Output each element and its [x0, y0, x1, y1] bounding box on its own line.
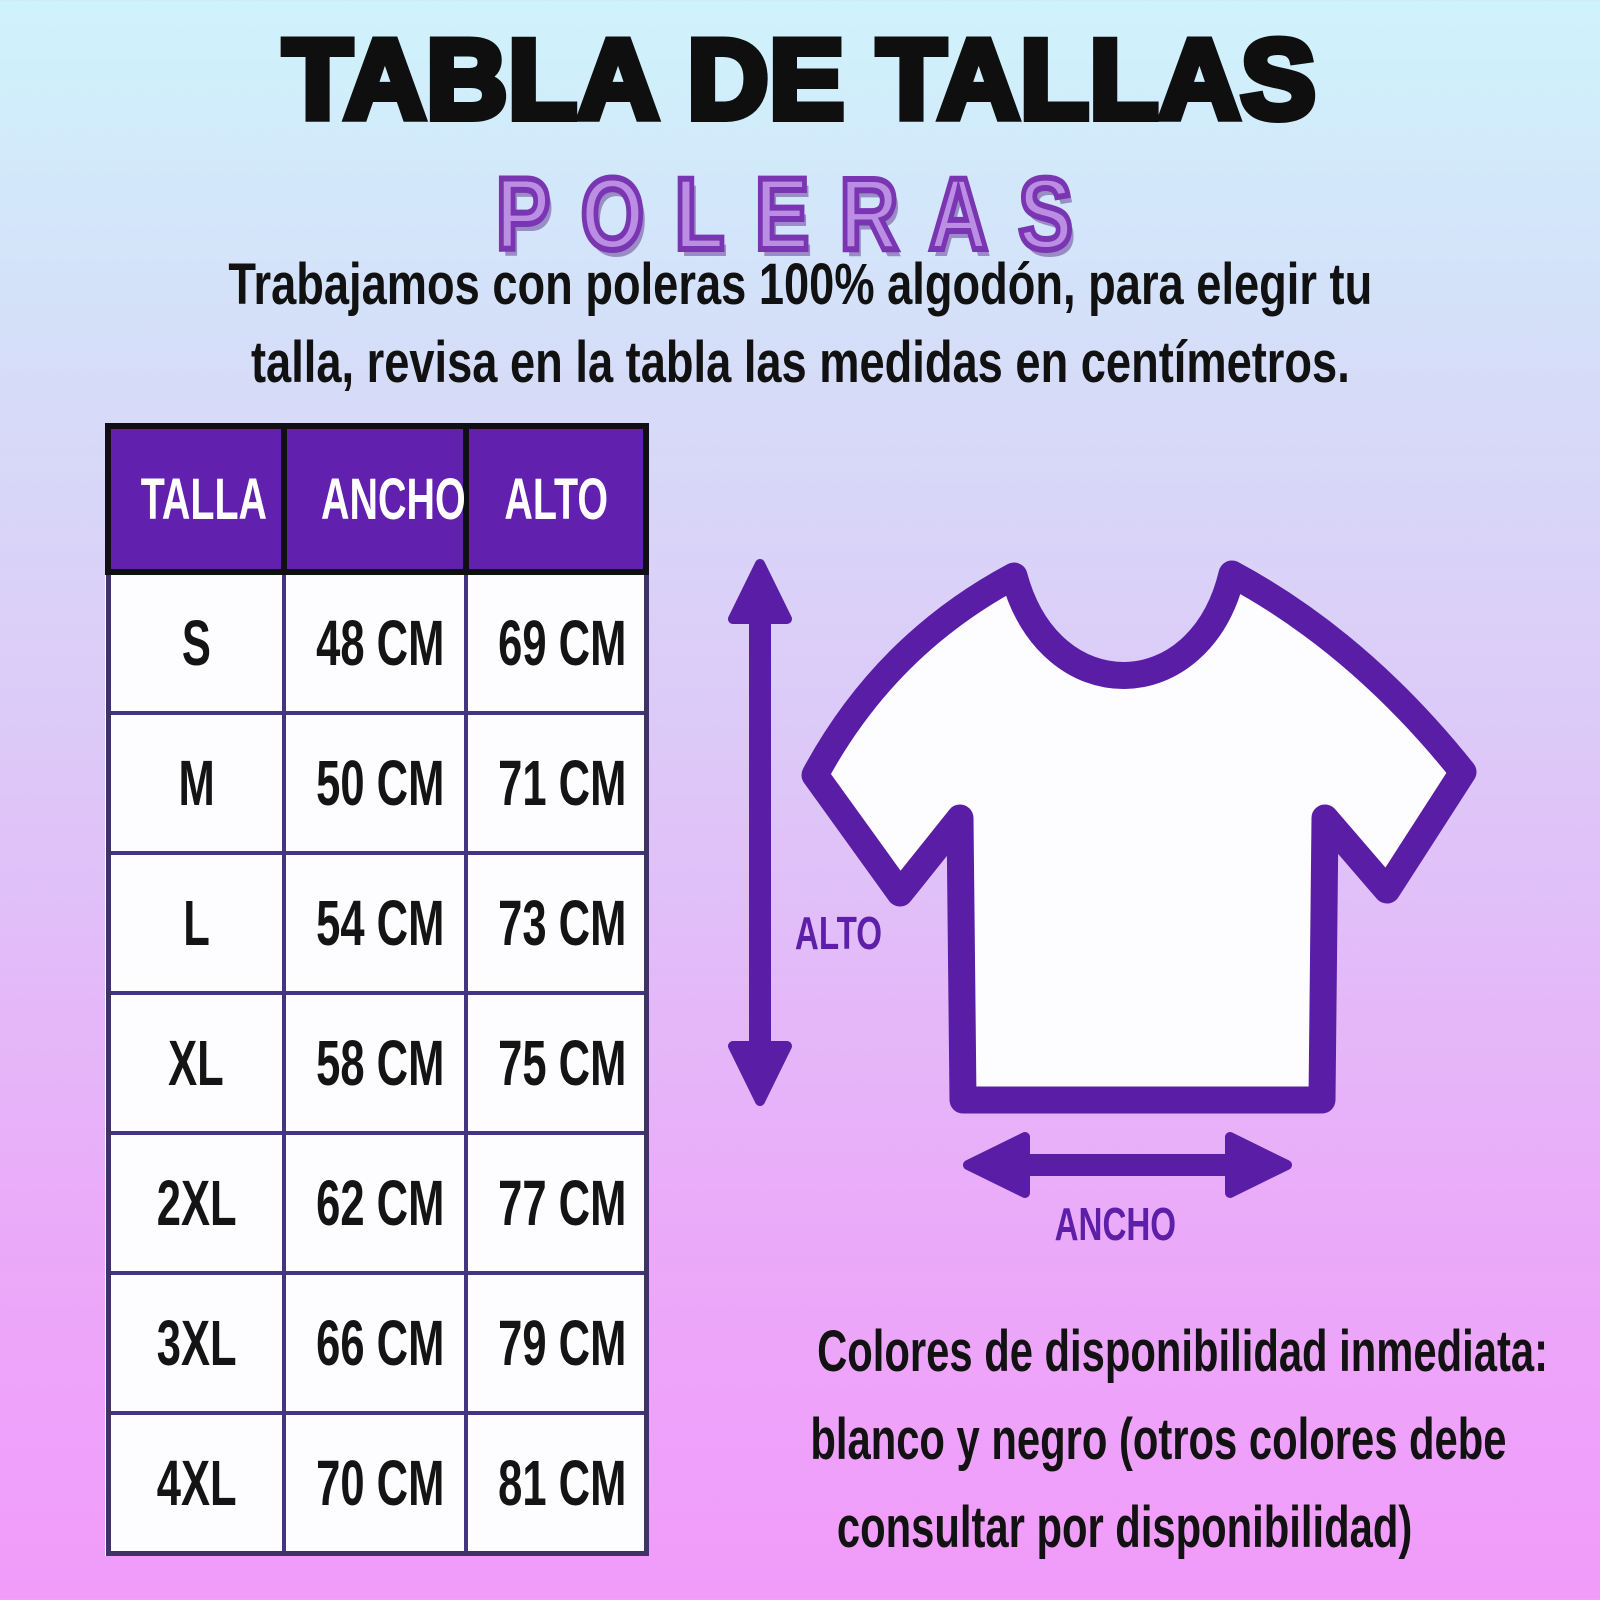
size-table: TALLA ANCHO ALTO S 48 CM 69 CM M 50 CM 7…: [105, 423, 649, 1556]
page-subtitle: POLERAS: [0, 155, 1600, 273]
header-alto: ALTO: [463, 423, 649, 575]
tshirt-diagram: [728, 559, 1477, 1198]
width-cell: 54 CM: [282, 851, 468, 995]
width-cell: 66 CM: [282, 1271, 468, 1415]
size-cell: 3XL: [106, 1271, 286, 1415]
alto-arrow-icon: [728, 559, 792, 1106]
height-cell: 73 CM: [464, 851, 648, 995]
table-row: M 50 CM 71 CM: [106, 711, 648, 855]
height-cell: 69 CM: [464, 570, 648, 715]
table-row: S 48 CM 69 CM: [106, 570, 648, 715]
tshirt-icon: [801, 560, 1477, 1114]
table-row: XL 58 CM 75 CM: [106, 991, 648, 1135]
width-cell: 62 CM: [282, 1131, 468, 1275]
availability-line-2: blanco y negro (otros colores debe: [810, 1407, 1507, 1472]
size-cell: 4XL: [106, 1411, 286, 1556]
table-row: 2XL 62 CM 77 CM: [106, 1131, 648, 1275]
availability-note: Colores de disponibilidad inmediata: bla…: [675, 1308, 1575, 1572]
table-row: 3XL 66 CM 79 CM: [106, 1271, 648, 1415]
availability-line-1: Colores de disponibilidad inmediata:: [817, 1319, 1549, 1384]
width-cell: 70 CM: [282, 1411, 468, 1556]
width-cell: 50 CM: [282, 711, 468, 855]
header-talla: TALLA: [105, 423, 287, 575]
height-cell: 71 CM: [464, 711, 648, 855]
size-cell: 2XL: [106, 1131, 286, 1275]
intro-line-2: talla, revisa en la tabla las medidas en…: [250, 330, 1350, 395]
size-cell: M: [106, 711, 286, 855]
header-ancho: ANCHO: [281, 423, 469, 575]
ancho-arrow-icon: [963, 1132, 1292, 1198]
height-cell: 81 CM: [464, 1411, 648, 1556]
size-cell: L: [106, 851, 286, 995]
subtitle-text: POLERAS: [494, 155, 1104, 273]
height-cell: 77 CM: [464, 1131, 648, 1275]
intro-text: Trabajamos con poleras 100% algodón, par…: [0, 246, 1600, 402]
alto-label: ALTO: [794, 907, 882, 959]
size-table-header: TALLA ANCHO ALTO: [105, 423, 649, 575]
width-cell: 48 CM: [282, 570, 468, 715]
height-cell: 79 CM: [464, 1271, 648, 1415]
table-row: L 54 CM 73 CM: [106, 851, 648, 995]
width-cell: 58 CM: [282, 991, 468, 1135]
size-cell: S: [106, 570, 286, 715]
intro-line-1: Trabajamos con poleras 100% algodón, par…: [228, 252, 1372, 317]
table-row: 4XL 70 CM 81 CM: [106, 1411, 648, 1556]
page-title: TABLA DE TALLAS: [279, 13, 1319, 146]
ancho-label: ANCHO: [1054, 1198, 1176, 1250]
size-cell: XL: [106, 991, 286, 1135]
availability-line-3: consultar por disponibilidad): [837, 1495, 1413, 1560]
height-cell: 75 CM: [464, 991, 648, 1135]
